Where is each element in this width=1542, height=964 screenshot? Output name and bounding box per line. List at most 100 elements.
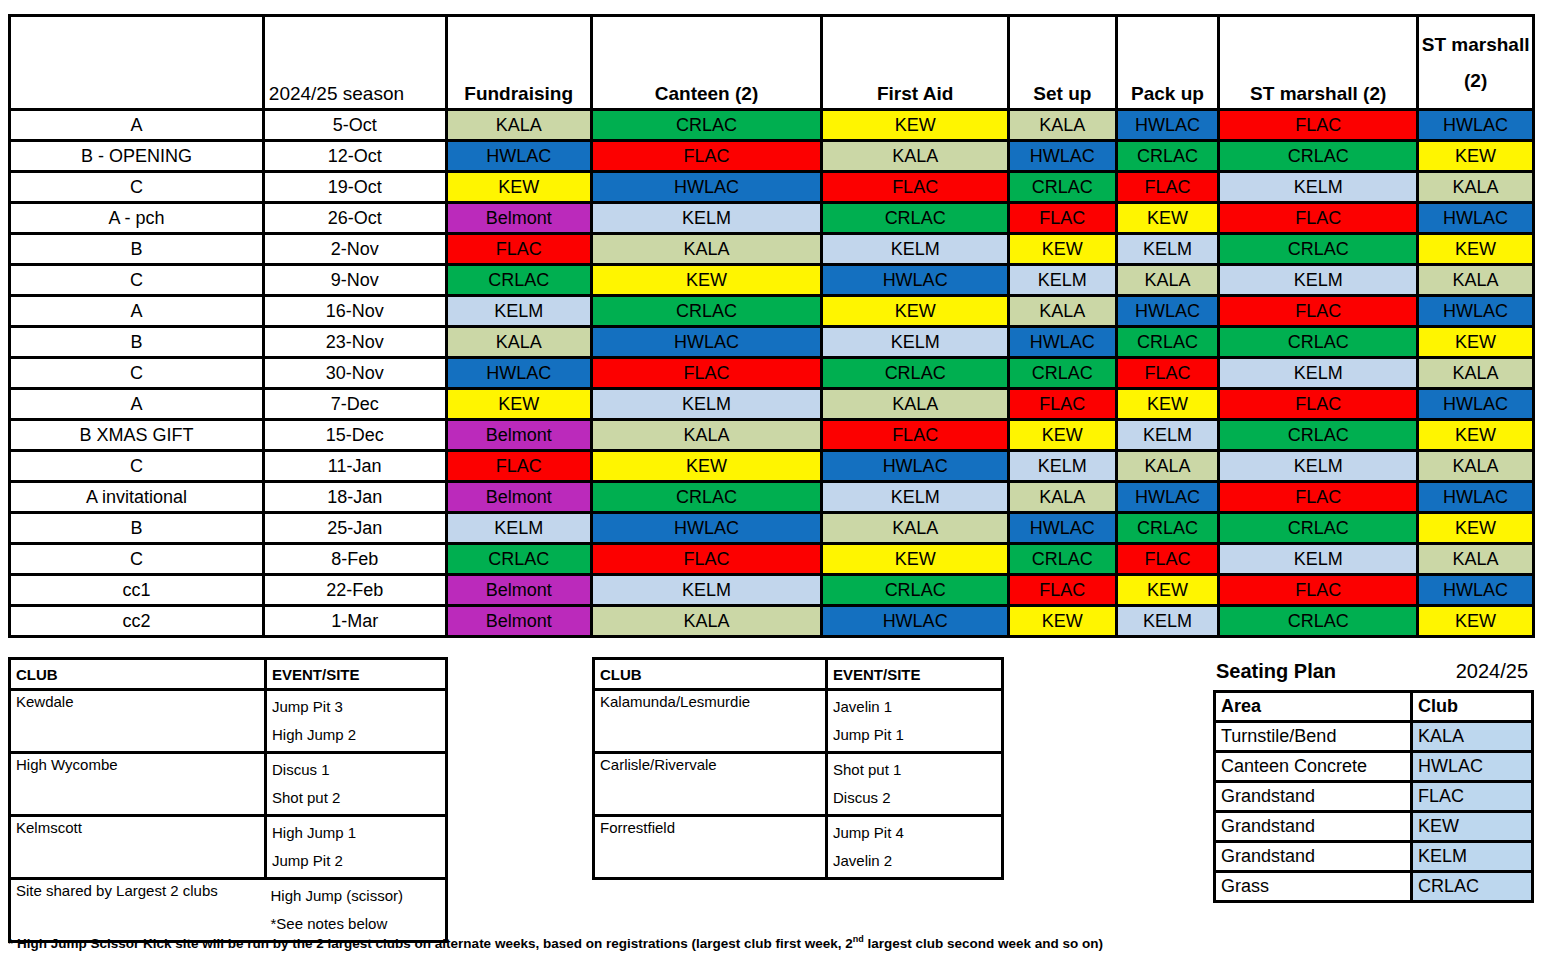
duty-cell: KELM bbox=[1009, 451, 1117, 482]
date-cell: 19-Oct bbox=[263, 172, 446, 203]
duty-cell: KEW bbox=[591, 265, 821, 296]
duty-cell: FLAC bbox=[1219, 296, 1418, 327]
duty-cell: KEW bbox=[1418, 606, 1534, 637]
club-event-site-table-2: CLUBEVENT/SITE Kalamunda/LesmurdieJaveli… bbox=[592, 657, 1004, 880]
duty-cell: FLAC bbox=[1116, 544, 1219, 575]
duty-cell: KEW bbox=[1009, 420, 1117, 451]
footnote-text-end: largest club second week and so on) bbox=[864, 936, 1103, 951]
duty-cell: KALA bbox=[591, 420, 821, 451]
event-label-cell: cc2 bbox=[10, 606, 264, 637]
roster-row: A7-DecKEWKELMKALAFLACKEWFLACHWLAC bbox=[10, 389, 1534, 420]
seating-plan-title: Seating Plan bbox=[1216, 660, 1336, 683]
duty-cell: KALA bbox=[1009, 482, 1117, 513]
duty-cell: CRLAC bbox=[1116, 513, 1219, 544]
site-table-row: Kalamunda/LesmurdieJavelin 1Jump Pit 1 bbox=[594, 690, 1003, 753]
duty-cell: KEW bbox=[1116, 203, 1219, 234]
duty-cell: CRLAC bbox=[1116, 141, 1219, 172]
roster-row: B XMAS GIFT15-DecBelmontKALAFLACKEWKELMC… bbox=[10, 420, 1534, 451]
duty-cell: HWLAC bbox=[1009, 513, 1117, 544]
duty-cell: KELM bbox=[1009, 265, 1117, 296]
duty-cell: FLAC bbox=[1219, 203, 1418, 234]
date-cell: 8-Feb bbox=[263, 544, 446, 575]
site-events-cell: High Jump 1Jump Pit 2 bbox=[266, 816, 447, 879]
site-event-line: Jump Pit 2 bbox=[272, 847, 440, 875]
seating-row: GrandstandKEW bbox=[1215, 812, 1533, 842]
event-label-cell: C bbox=[10, 172, 264, 203]
site-table-header: CLUB bbox=[10, 659, 266, 690]
date-cell: 11-Jan bbox=[263, 451, 446, 482]
event-label-cell: A bbox=[10, 296, 264, 327]
roster-row: cc122-FebBelmontKELMCRLACFLACKEWFLACHWLA… bbox=[10, 575, 1534, 606]
seating-club-cell: KALA bbox=[1412, 722, 1533, 752]
site-club-cell: Forrestfield bbox=[594, 816, 827, 879]
site-event-line: High Jump (scissor) bbox=[271, 882, 441, 910]
duty-cell: KALA bbox=[822, 513, 1009, 544]
duty-cell: CRLAC bbox=[822, 358, 1009, 389]
site-event-line: Javelin 1 bbox=[833, 693, 996, 721]
duty-cell: KELM bbox=[591, 575, 821, 606]
site-table-row: KewdaleJump Pit 3High Jump 2 bbox=[10, 690, 447, 753]
roster-corner-cell bbox=[10, 16, 264, 110]
duty-cell: Belmont bbox=[446, 575, 591, 606]
duty-cell: HWLAC bbox=[1418, 389, 1534, 420]
seating-header: Area bbox=[1215, 692, 1412, 722]
duty-cell: KEW bbox=[591, 451, 821, 482]
duty-cell: KELM bbox=[1219, 544, 1418, 575]
seating-area-cell: Grandstand bbox=[1215, 782, 1412, 812]
duty-cell: HWLAC bbox=[1418, 575, 1534, 606]
roster-row: C11-JanFLACKEWHWLACKELMKALAKELMKALA bbox=[10, 451, 1534, 482]
seating-area-cell: Grass bbox=[1215, 872, 1412, 902]
duty-cell: CRLAC bbox=[1219, 327, 1418, 358]
site-event-line: Jump Pit 3 bbox=[272, 693, 440, 721]
duty-cell: KALA bbox=[1009, 296, 1117, 327]
date-cell: 2-Nov bbox=[263, 234, 446, 265]
site-club-cell: Carlisle/Rivervale bbox=[594, 753, 827, 816]
seating-header: Club bbox=[1412, 692, 1533, 722]
date-cell: 9-Nov bbox=[263, 265, 446, 296]
duty-cell: HWLAC bbox=[1418, 482, 1534, 513]
duty-cell: KEW bbox=[1009, 606, 1117, 637]
duty-cell: KELM bbox=[1116, 234, 1219, 265]
seating-club-cell: HWLAC bbox=[1412, 752, 1533, 782]
seating-area-cell: Canteen Concrete bbox=[1215, 752, 1412, 782]
duty-cell: FLAC bbox=[822, 172, 1009, 203]
duty-cell: HWLAC bbox=[1116, 296, 1219, 327]
duty-cell: KEW bbox=[1418, 234, 1534, 265]
duty-cell: CRLAC bbox=[1219, 141, 1418, 172]
date-cell: 23-Nov bbox=[263, 327, 446, 358]
site-table-row: High WycombeDiscus 1Shot put 2 bbox=[10, 753, 447, 816]
date-cell: 12-Oct bbox=[263, 141, 446, 172]
duty-cell: KALA bbox=[1418, 451, 1534, 482]
event-label-cell: B bbox=[10, 327, 264, 358]
duty-cell: CRLAC bbox=[591, 482, 821, 513]
date-cell: 1-Mar bbox=[263, 606, 446, 637]
duty-cell: HWLAC bbox=[591, 327, 821, 358]
duty-cell: CRLAC bbox=[1219, 420, 1418, 451]
duty-cell: CRLAC bbox=[1219, 513, 1418, 544]
roster-row: A - pch26-OctBelmontKELMCRLACFLACKEWFLAC… bbox=[10, 203, 1534, 234]
event-label-cell: B bbox=[10, 234, 264, 265]
site-event-line: High Jump 2 bbox=[272, 721, 440, 749]
event-label-cell: A - pch bbox=[10, 203, 264, 234]
duty-cell: CRLAC bbox=[1009, 172, 1117, 203]
event-label-cell: A bbox=[10, 389, 264, 420]
date-cell: 7-Dec bbox=[263, 389, 446, 420]
duty-cell: HWLAC bbox=[591, 513, 821, 544]
duty-cell: HWLAC bbox=[591, 172, 821, 203]
site-event-line: Shot put 1 bbox=[833, 756, 996, 784]
duty-cell: FLAC bbox=[1219, 575, 1418, 606]
duty-cell: FLAC bbox=[1116, 358, 1219, 389]
event-label-cell: cc1 bbox=[10, 575, 264, 606]
duty-cell: KALA bbox=[446, 110, 591, 141]
seating-row: Canteen ConcreteHWLAC bbox=[1215, 752, 1533, 782]
duty-cell: KALA bbox=[1418, 265, 1534, 296]
site-events-cell: Jump Pit 4Javelin 2 bbox=[827, 816, 1003, 879]
duty-cell: HWLAC bbox=[822, 451, 1009, 482]
date-cell: 25-Jan bbox=[263, 513, 446, 544]
duty-cell: KALA bbox=[591, 234, 821, 265]
event-label-cell: C bbox=[10, 265, 264, 296]
site-event-line: Shot put 2 bbox=[272, 784, 440, 812]
duty-cell: KEW bbox=[822, 544, 1009, 575]
site-table-header: EVENT/SITE bbox=[827, 659, 1003, 690]
duty-cell: FLAC bbox=[1116, 172, 1219, 203]
